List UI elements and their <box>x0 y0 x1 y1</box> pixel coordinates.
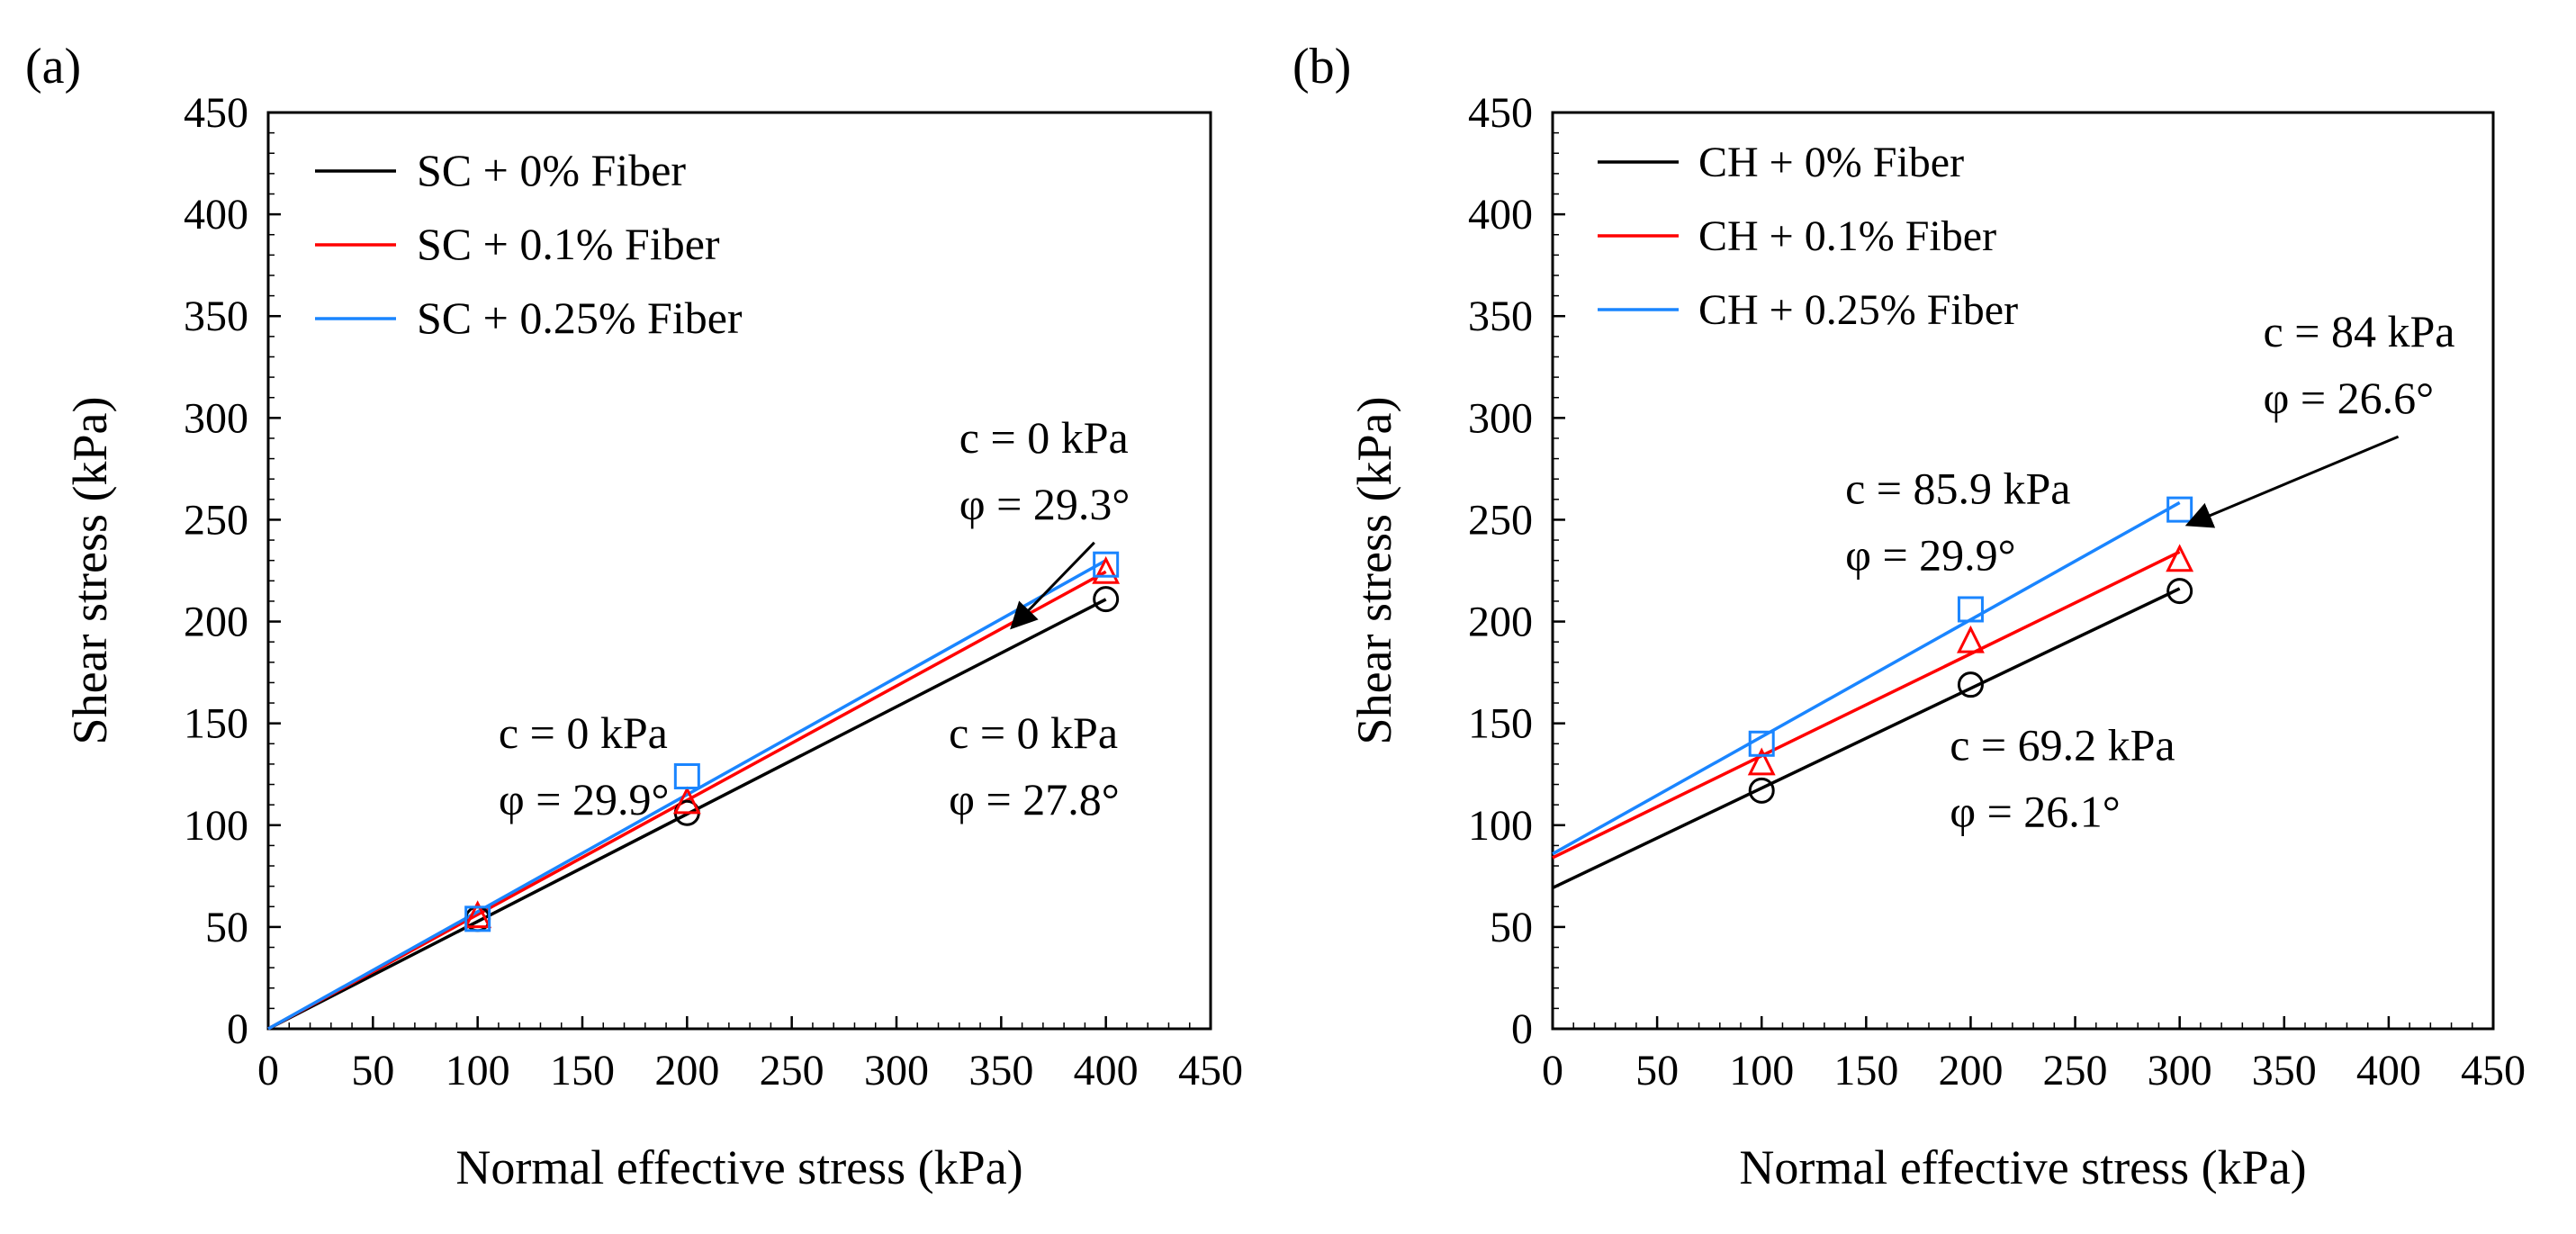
y-tick-label: 200 <box>184 599 248 646</box>
plot-frame <box>1551 111 2495 1031</box>
triangle-marker <box>2166 544 2194 572</box>
y-axis-label: Shear stress (kPa) <box>1347 397 1401 745</box>
legend-label: CH + 0.1% Fiber <box>1698 212 1996 260</box>
annotation-text: c = 0 kPa <box>499 707 668 758</box>
x-tick-label: 350 <box>968 1047 1033 1094</box>
square-marker <box>673 762 700 789</box>
fit-line <box>1552 500 2181 856</box>
circle-marker <box>1748 777 1775 804</box>
annotation-text: φ = 29.9° <box>499 774 670 824</box>
panel-b: (b) 0 50 100 150 200 250 300 350 400 450 0 50 100 150… <box>1293 39 2526 1194</box>
x-axis-label: Normal effective stress (kPa) <box>1739 1140 2306 1194</box>
x-tick-label: 300 <box>864 1047 929 1094</box>
square-marker <box>464 905 491 932</box>
y-tick-label: 400 <box>1468 191 1533 239</box>
x-axis-label: Normal effective stress (kPa) <box>455 1140 1022 1194</box>
annotation-text: c = 84 kPa <box>2264 306 2455 356</box>
x-tick-label: 400 <box>2356 1047 2421 1094</box>
x-tick-label: 0 <box>257 1047 279 1094</box>
triangle-marker <box>464 900 492 929</box>
annotation-arrow <box>1010 541 1095 630</box>
x-tick-label: 200 <box>1938 1047 2003 1094</box>
plot-area: 0 50 100 150 200 250 300 350 400 450 0 50 100 150 200 2… <box>63 89 1243 1194</box>
annotation-text: c = 0 kPa <box>949 707 1118 758</box>
circle-marker <box>1957 671 1984 698</box>
annotation-text: c = 0 kPa <box>959 412 1129 463</box>
y-tick-label: 150 <box>1468 700 1533 748</box>
legend-label: CH + 0.25% Fiber <box>1698 286 2018 334</box>
y-tick-label: 450 <box>184 89 248 137</box>
legend-label: CH + 0% Fiber <box>1698 139 1964 186</box>
circle-marker <box>2166 578 2193 605</box>
annotation-arrow <box>2184 435 2400 528</box>
x-tick-label: 450 <box>2461 1047 2526 1094</box>
x-tick-label: 50 <box>351 1047 394 1094</box>
y-tick-label: 200 <box>1468 599 1533 646</box>
square-marker <box>1748 730 1775 757</box>
x-tick-label: 250 <box>760 1047 824 1094</box>
x-tick-label: 400 <box>1074 1047 1139 1094</box>
y-tick-label: 0 <box>227 1005 248 1053</box>
fit-line <box>267 598 1107 1031</box>
x-tick-label: 150 <box>550 1047 615 1094</box>
triangle-marker <box>1747 747 1776 776</box>
legend-label: SC + 0.1% Fiber <box>417 219 720 269</box>
x-tick-label: 100 <box>446 1047 510 1094</box>
annotation-text: φ = 29.9° <box>1845 529 2016 580</box>
annotation-text: c = 85.9 kPa <box>1845 463 2070 513</box>
annotation-text: c = 69.2 kPa <box>1950 719 2175 770</box>
y-tick-label: 250 <box>184 496 248 544</box>
y-tick-label: 100 <box>1468 802 1533 850</box>
x-tick-label: 300 <box>2148 1047 2212 1094</box>
y-axis-label: Shear stress (kPa) <box>63 397 117 745</box>
legend-label: SC + 0% Fiber <box>417 145 686 195</box>
x-tick-label: 100 <box>1729 1047 1794 1094</box>
square-marker <box>1093 551 1120 578</box>
fit-line <box>267 559 1107 1031</box>
triangle-marker <box>1957 625 1985 653</box>
x-tick-label: 200 <box>654 1047 719 1094</box>
y-tick-label: 350 <box>1468 293 1533 340</box>
square-marker <box>1957 596 1984 623</box>
x-tick-label: 350 <box>2252 1047 2317 1094</box>
x-tick-label: 150 <box>1833 1047 1898 1094</box>
annotation-text: φ = 27.8° <box>949 774 1120 824</box>
y-tick-label: 100 <box>184 802 248 850</box>
x-tick-label: 0 <box>1542 1047 1563 1094</box>
panel-a: (a) 0 50 100 150 200 250 300 350 400 450 0 50 100 150… <box>25 39 1243 1194</box>
triangle-marker <box>1092 555 1121 584</box>
y-tick-label: 250 <box>1468 496 1533 544</box>
y-tick-label: 300 <box>1468 394 1533 442</box>
plot-area: 0 50 100 150 200 250 300 350 400 450 0 50 100 150 200 2… <box>1347 89 2526 1194</box>
fit-line <box>1552 587 2181 890</box>
annotation-text: φ = 26.1° <box>1950 786 2121 836</box>
legend-label: SC + 0.25% Fiber <box>417 293 743 343</box>
y-tick-label: 350 <box>184 293 248 340</box>
square-marker <box>2166 496 2193 523</box>
y-tick-label: 300 <box>184 394 248 442</box>
x-tick-label: 50 <box>1635 1047 1679 1094</box>
plot-frame <box>266 111 1212 1031</box>
y-tick-label: 400 <box>184 191 248 239</box>
y-tick-label: 50 <box>205 904 248 951</box>
panel-label: (a) <box>25 39 81 95</box>
y-tick-label: 150 <box>184 700 248 748</box>
annotation-text: φ = 26.6° <box>2264 373 2435 423</box>
triangle-marker <box>672 786 701 815</box>
panel-label: (b) <box>1293 39 1351 95</box>
x-tick-label: 450 <box>1178 1047 1243 1094</box>
y-tick-label: 50 <box>1490 904 1533 951</box>
annotation-text: φ = 29.3° <box>959 479 1130 529</box>
y-tick-label: 450 <box>1468 89 1533 137</box>
circle-marker <box>1093 586 1120 613</box>
x-tick-label: 250 <box>2043 1047 2108 1094</box>
y-tick-label: 0 <box>1511 1005 1533 1053</box>
fit-line <box>1552 550 2181 860</box>
